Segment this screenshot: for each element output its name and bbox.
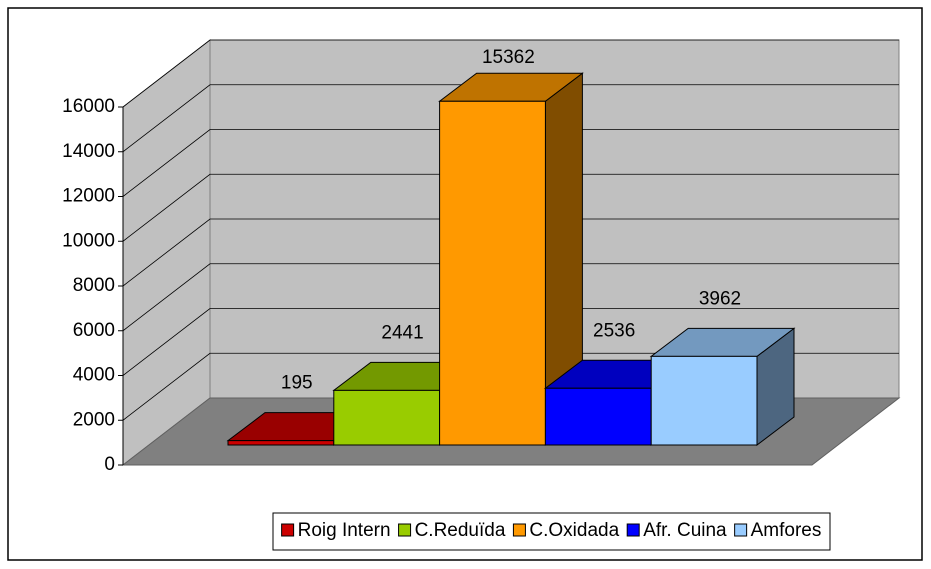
legend-swatch xyxy=(512,523,526,537)
data-label: 3962 xyxy=(699,288,741,309)
y-tick-label: 6000 xyxy=(73,320,115,341)
legend-label: C.Reduïda xyxy=(415,520,506,541)
data-label: 2441 xyxy=(381,322,423,343)
legend-swatch xyxy=(398,523,412,537)
y-tick-label: 2000 xyxy=(73,409,115,430)
bar xyxy=(227,440,335,446)
y-tick-label: 10000 xyxy=(62,230,115,251)
grid-line xyxy=(122,263,899,332)
bar xyxy=(333,389,441,446)
y-tick-label: 8000 xyxy=(73,275,115,296)
data-label: 15362 xyxy=(482,47,535,68)
legend-label: Amfores xyxy=(751,520,822,541)
grid-line xyxy=(122,39,899,108)
grid-line xyxy=(122,218,899,287)
grid-line xyxy=(122,308,899,376)
grid-line xyxy=(122,84,899,153)
legend-label: Roig Intern xyxy=(298,520,391,541)
data-label: 195 xyxy=(281,373,313,394)
legend-swatch xyxy=(281,523,295,537)
legend-swatch xyxy=(734,523,748,537)
y-tick-label: 16000 xyxy=(62,96,115,117)
y-tick-label: 0 xyxy=(104,454,115,475)
y-tick-label: 12000 xyxy=(62,186,115,207)
y-tick-label: 4000 xyxy=(73,365,115,386)
grid-line xyxy=(122,129,899,197)
bar xyxy=(439,100,546,446)
bar xyxy=(544,387,652,446)
data-label: 2536 xyxy=(593,320,635,341)
legend-label: Afr. Cuina xyxy=(643,520,727,541)
grid-line xyxy=(122,173,899,242)
bar xyxy=(650,355,758,446)
legend-label: C.Oxidada xyxy=(529,520,619,541)
legend-swatch xyxy=(626,523,640,537)
y-tick-label: 14000 xyxy=(62,141,115,162)
